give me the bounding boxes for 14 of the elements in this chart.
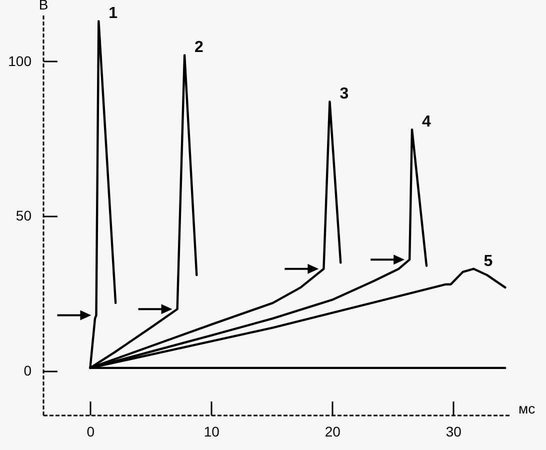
y-tick-label: 100 bbox=[8, 52, 32, 69]
series-label: 3 bbox=[340, 86, 349, 103]
x-tick-label: 0 bbox=[86, 424, 95, 440]
y-axis-title: В bbox=[38, 0, 48, 12]
y-tick-label: 0 bbox=[24, 362, 32, 379]
series-label: 4 bbox=[422, 114, 432, 131]
y-tick-label: 50 bbox=[16, 208, 32, 224]
x-tick-label: 30 bbox=[446, 424, 462, 440]
series-label: 1 bbox=[108, 5, 118, 22]
series-label: 2 bbox=[194, 39, 204, 56]
x-tick-label: 10 bbox=[204, 424, 220, 440]
x-tick-label: 20 bbox=[324, 424, 341, 440]
x-axis-title: мс bbox=[518, 400, 536, 416]
series-label: 5 bbox=[484, 252, 493, 270]
